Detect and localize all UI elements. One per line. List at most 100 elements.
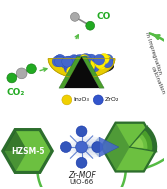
- Circle shape: [71, 55, 82, 66]
- Circle shape: [93, 95, 103, 105]
- Circle shape: [64, 63, 75, 74]
- Polygon shape: [88, 137, 99, 157]
- Circle shape: [92, 142, 103, 153]
- Circle shape: [74, 55, 85, 65]
- Circle shape: [86, 67, 97, 78]
- Ellipse shape: [53, 58, 114, 75]
- Polygon shape: [59, 57, 81, 88]
- Circle shape: [78, 55, 89, 66]
- Polygon shape: [99, 137, 119, 157]
- Polygon shape: [48, 59, 115, 78]
- Circle shape: [85, 60, 96, 71]
- Polygon shape: [4, 131, 28, 171]
- Circle shape: [60, 142, 71, 153]
- Circle shape: [99, 53, 109, 64]
- Text: In Impregnation: In Impregnation: [144, 31, 162, 74]
- Circle shape: [86, 54, 97, 65]
- Circle shape: [78, 56, 89, 67]
- Text: UiO-66: UiO-66: [69, 179, 94, 184]
- Circle shape: [80, 56, 90, 67]
- Circle shape: [79, 58, 90, 69]
- Circle shape: [68, 68, 79, 78]
- Circle shape: [89, 56, 100, 67]
- Circle shape: [52, 56, 63, 67]
- Polygon shape: [100, 122, 159, 173]
- Circle shape: [81, 55, 92, 66]
- Circle shape: [86, 21, 95, 30]
- Circle shape: [83, 58, 94, 69]
- Circle shape: [65, 61, 76, 72]
- Circle shape: [70, 64, 81, 75]
- Circle shape: [7, 73, 17, 83]
- Polygon shape: [1, 128, 54, 174]
- Circle shape: [101, 55, 112, 66]
- Circle shape: [54, 56, 65, 67]
- Circle shape: [82, 58, 93, 69]
- Circle shape: [74, 57, 85, 67]
- Circle shape: [69, 55, 79, 65]
- Circle shape: [79, 55, 90, 65]
- Circle shape: [94, 54, 105, 65]
- Circle shape: [78, 55, 89, 66]
- Circle shape: [78, 58, 89, 69]
- Circle shape: [16, 68, 27, 79]
- Circle shape: [65, 60, 75, 70]
- Polygon shape: [52, 61, 111, 68]
- Circle shape: [66, 66, 77, 77]
- Text: calcination: calcination: [150, 65, 166, 95]
- Circle shape: [101, 56, 112, 67]
- Circle shape: [69, 60, 80, 70]
- Circle shape: [82, 54, 93, 65]
- Circle shape: [75, 55, 86, 66]
- Text: In₂O₃: In₂O₃: [74, 97, 90, 102]
- Circle shape: [102, 54, 113, 65]
- Circle shape: [62, 56, 72, 67]
- Circle shape: [75, 57, 86, 68]
- Text: HZSM-5: HZSM-5: [11, 146, 44, 156]
- Circle shape: [102, 57, 113, 68]
- Circle shape: [81, 55, 92, 66]
- Text: CO: CO: [96, 12, 111, 21]
- Wedge shape: [130, 134, 147, 149]
- Circle shape: [89, 61, 100, 72]
- Circle shape: [80, 53, 91, 64]
- Circle shape: [67, 57, 78, 67]
- Circle shape: [84, 60, 95, 71]
- Circle shape: [82, 65, 93, 76]
- Circle shape: [27, 64, 36, 74]
- Circle shape: [55, 54, 66, 65]
- Circle shape: [86, 60, 97, 71]
- Polygon shape: [102, 123, 157, 171]
- Wedge shape: [130, 138, 143, 148]
- Circle shape: [65, 59, 76, 70]
- Text: CO₂: CO₂: [7, 88, 25, 97]
- Circle shape: [64, 61, 75, 72]
- Circle shape: [79, 66, 90, 77]
- Ellipse shape: [72, 139, 107, 155]
- Polygon shape: [81, 57, 104, 88]
- Circle shape: [84, 61, 95, 71]
- Circle shape: [70, 12, 79, 21]
- Polygon shape: [102, 123, 130, 171]
- Text: ZrO₂: ZrO₂: [105, 97, 120, 102]
- Wedge shape: [130, 124, 160, 152]
- Circle shape: [100, 56, 110, 67]
- Circle shape: [62, 95, 72, 105]
- Circle shape: [74, 56, 85, 67]
- Text: Zr-MOF: Zr-MOF: [68, 171, 95, 180]
- Circle shape: [96, 59, 107, 70]
- Circle shape: [88, 58, 99, 69]
- Circle shape: [70, 55, 81, 66]
- Circle shape: [54, 55, 65, 65]
- Circle shape: [76, 126, 87, 137]
- Circle shape: [63, 56, 74, 67]
- Polygon shape: [64, 57, 99, 88]
- Circle shape: [60, 58, 71, 68]
- Polygon shape: [4, 131, 51, 171]
- Ellipse shape: [77, 141, 102, 153]
- Circle shape: [76, 141, 88, 153]
- Circle shape: [95, 58, 105, 68]
- Ellipse shape: [67, 136, 112, 158]
- Circle shape: [76, 157, 87, 168]
- Polygon shape: [4, 131, 28, 151]
